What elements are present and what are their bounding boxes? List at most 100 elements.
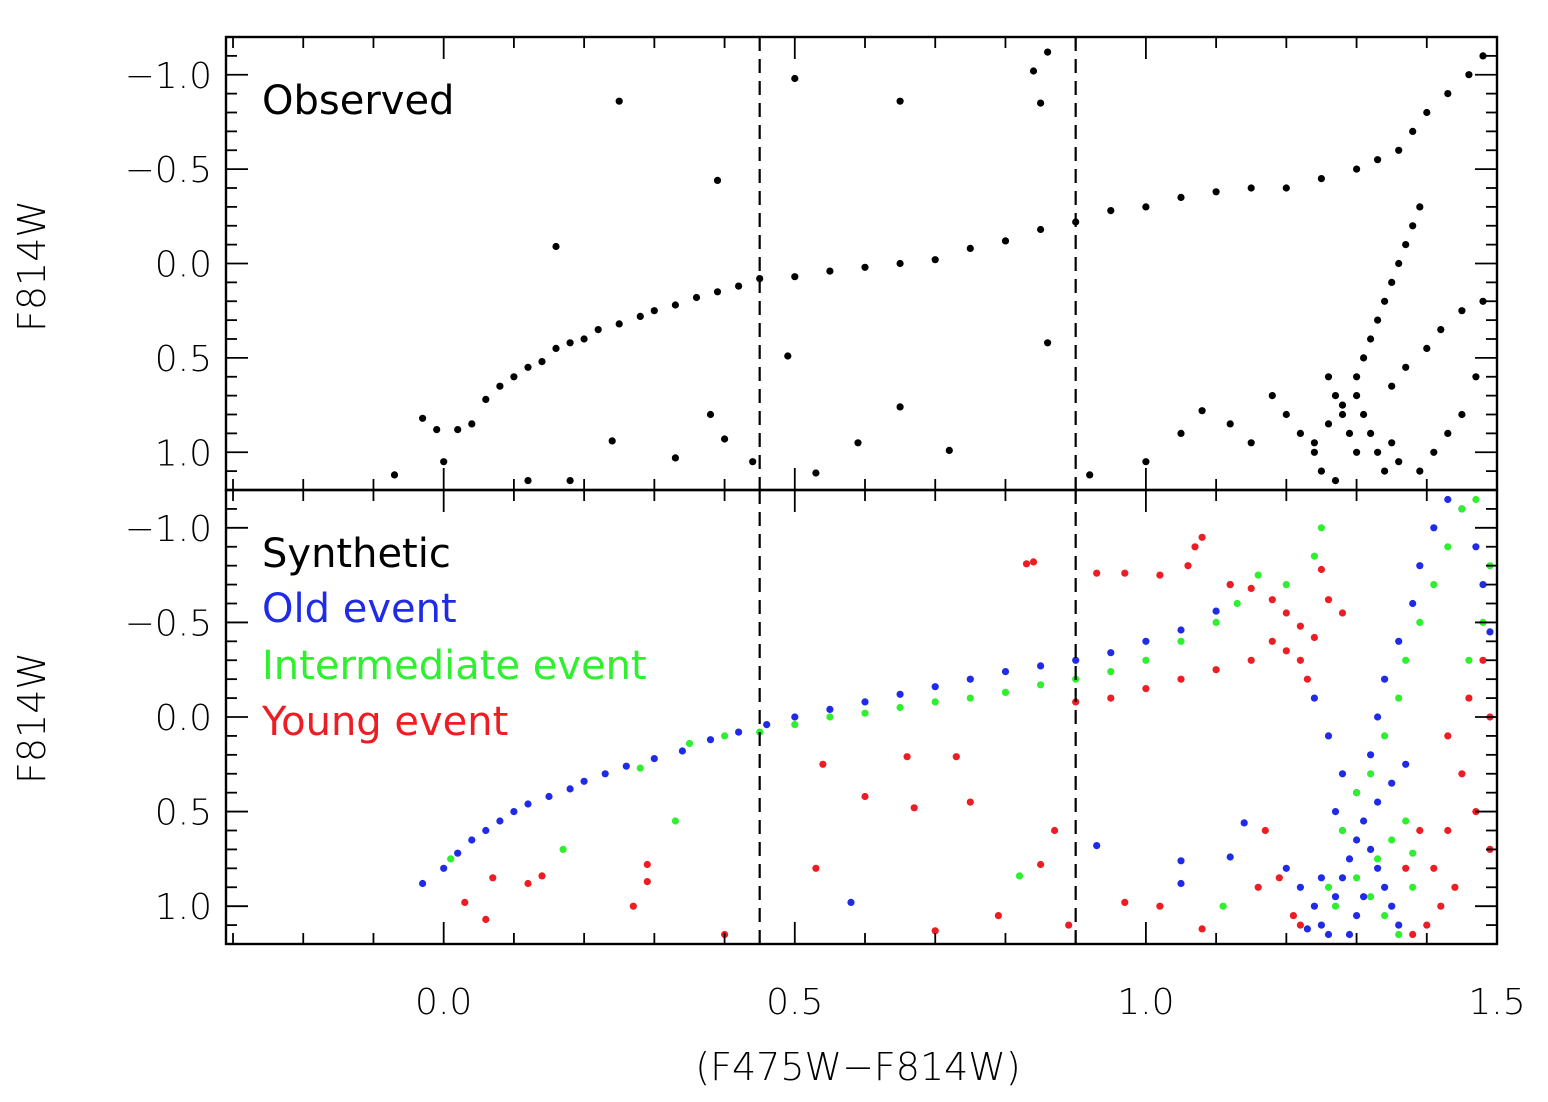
data-point-observed xyxy=(1374,156,1382,164)
data-point-observed xyxy=(1388,278,1396,286)
data-point-young-event xyxy=(1198,925,1206,933)
data-point-intermediate-event xyxy=(1317,524,1325,532)
data-point-young-event xyxy=(1177,675,1185,683)
data-point-old-event xyxy=(1430,524,1438,532)
data-point-old-event xyxy=(580,777,588,785)
data-point-observed xyxy=(390,471,399,479)
data-point-old-event xyxy=(1177,626,1185,634)
panel-label-old-event: Old event xyxy=(262,586,457,632)
data-point-young-event xyxy=(910,804,918,812)
data-point-old-event xyxy=(931,683,939,691)
data-point-observed xyxy=(594,326,602,334)
data-point-observed xyxy=(552,242,560,251)
data-point-young-event xyxy=(1142,685,1150,693)
data-point-young-event xyxy=(1416,826,1424,835)
data-point-observed xyxy=(454,426,462,434)
data-point-old-event xyxy=(1395,921,1403,929)
data-point-observed xyxy=(713,176,722,184)
data-point-old-event xyxy=(1303,925,1311,933)
data-point-old-event xyxy=(1331,808,1340,816)
data-point-old-event xyxy=(678,747,687,755)
data-point-observed xyxy=(1374,448,1382,456)
data-point-intermediate-event xyxy=(791,721,799,729)
data-point-young-event xyxy=(1121,569,1129,577)
data-point-intermediate-event xyxy=(447,855,455,863)
data-point-old-event xyxy=(1093,842,1101,850)
data-point-observed xyxy=(1317,175,1325,183)
y-tick-label: −1.0 xyxy=(125,509,212,550)
data-point-old-event xyxy=(1331,893,1340,901)
panel-label-observed: Observed xyxy=(262,78,454,124)
data-point-old-event xyxy=(735,728,743,736)
data-point-observed xyxy=(896,403,904,411)
data-point-old-event xyxy=(1402,760,1410,768)
data-point-observed xyxy=(419,414,427,422)
data-point-observed xyxy=(1353,448,1361,456)
data-point-observed xyxy=(1353,373,1361,381)
data-point-observed xyxy=(945,446,953,454)
data-point-observed xyxy=(1381,467,1389,475)
data-point-observed xyxy=(615,320,623,328)
data-point-observed xyxy=(671,454,680,462)
data-point-observed xyxy=(1142,203,1150,211)
data-point-observed xyxy=(896,97,904,105)
data-point-young-event xyxy=(931,927,939,935)
data-point-old-event xyxy=(1479,581,1487,589)
data-point-old-event xyxy=(1360,817,1368,825)
data-point-intermediate-event xyxy=(1472,495,1480,504)
data-point-old-event xyxy=(1142,637,1150,645)
data-point-observed xyxy=(1381,297,1389,305)
data-point-intermediate-event xyxy=(861,709,869,717)
data-point-intermediate-event xyxy=(1015,872,1024,880)
data-point-observed xyxy=(1044,48,1052,56)
data-point-intermediate-event xyxy=(966,694,974,702)
data-point-observed xyxy=(1107,207,1115,215)
data-point-observed xyxy=(440,458,448,466)
data-point-observed xyxy=(1142,458,1150,466)
data-point-observed xyxy=(1324,420,1333,428)
data-point-old-event xyxy=(1107,649,1115,657)
data-point-young-event xyxy=(819,760,827,768)
data-point-observed xyxy=(608,437,616,445)
data-point-young-event xyxy=(1022,560,1031,568)
data-point-intermediate-event xyxy=(1395,694,1403,702)
data-point-young-event xyxy=(1121,898,1129,907)
data-point-observed xyxy=(1324,373,1333,381)
panel-label-intermediate-event: Intermediate event xyxy=(262,643,647,689)
data-point-intermediate-event xyxy=(671,817,680,825)
data-point-observed xyxy=(1212,188,1220,196)
data-point-observed xyxy=(1479,52,1487,60)
data-point-young-event xyxy=(643,878,651,886)
data-point-observed xyxy=(1409,222,1417,230)
data-point-young-event xyxy=(1254,883,1262,891)
data-point-young-event xyxy=(1065,921,1073,929)
data-point-observed xyxy=(1360,410,1368,419)
data-point-observed xyxy=(1444,429,1452,437)
data-point-old-event xyxy=(1345,930,1354,939)
data-point-intermediate-event xyxy=(1324,883,1333,891)
data-point-intermediate-event xyxy=(1001,688,1010,697)
data-point-old-event xyxy=(524,800,532,808)
data-point-old-event xyxy=(826,705,834,714)
data-point-observed xyxy=(791,273,799,281)
data-point-observed xyxy=(1395,146,1403,154)
data-point-young-event xyxy=(1409,930,1417,939)
data-point-old-event xyxy=(566,785,574,793)
data-point-observed xyxy=(580,335,588,343)
data-point-young-event xyxy=(1184,562,1192,570)
data-point-young-event xyxy=(1282,609,1290,617)
data-point-observed xyxy=(1177,429,1185,437)
y-tick-label: 1.0 xyxy=(155,433,212,474)
data-point-observed xyxy=(1282,184,1290,192)
data-point-observed xyxy=(468,420,476,428)
data-point-old-event xyxy=(1353,836,1361,844)
panel-label-young-event: Young event xyxy=(261,699,508,745)
data-point-observed xyxy=(1268,392,1276,400)
data-point-observed xyxy=(1001,237,1010,245)
data-point-young-event xyxy=(1296,622,1304,630)
data-point-observed xyxy=(1296,429,1304,437)
data-point-intermediate-event xyxy=(1353,874,1361,882)
data-point-intermediate-event xyxy=(1219,902,1227,910)
data-point-young-event xyxy=(1296,656,1304,664)
